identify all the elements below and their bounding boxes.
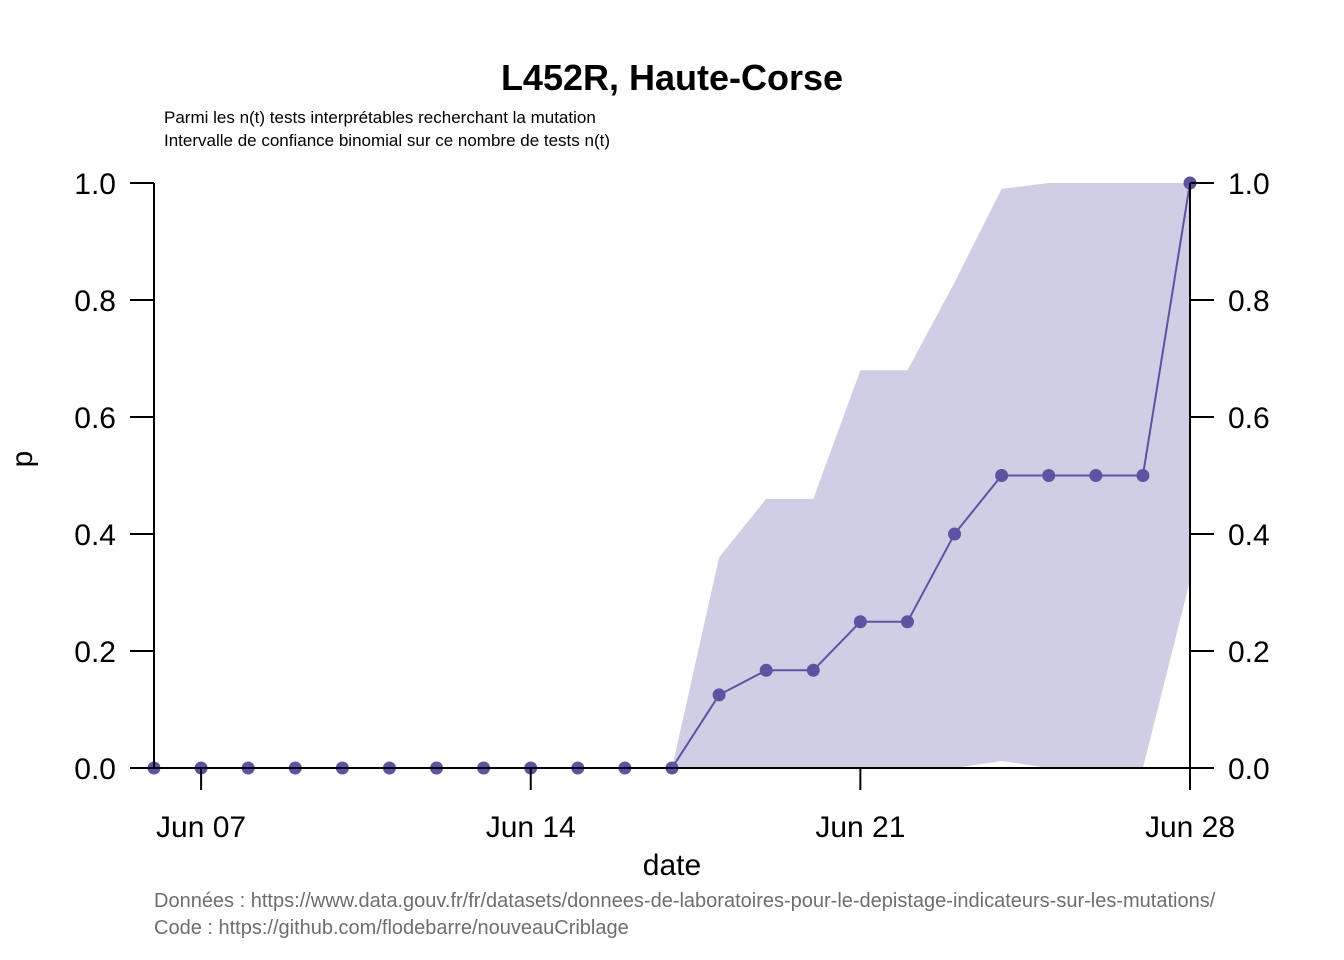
y-tick-right-label: 0.4 [1228, 519, 1270, 552]
chart-title: L452R, Haute-Corse [501, 57, 843, 98]
y-tick-left-label: 1.0 [74, 168, 116, 201]
y-tick-left-label: 0.8 [74, 285, 116, 318]
y-tick-right-label: 0.2 [1228, 636, 1270, 669]
data-point [712, 688, 726, 702]
x-axis-title: date [643, 849, 701, 882]
data-point [806, 663, 820, 677]
x-tick-label: Jun 07 [156, 811, 246, 844]
y-tick-right-label: 0.8 [1228, 285, 1270, 318]
y-tick-right-label: 0.6 [1228, 402, 1270, 435]
y-tick-right-label: 1.0 [1228, 168, 1270, 201]
x-tick-label: Jun 28 [1145, 811, 1235, 844]
data-point [1136, 469, 1150, 482]
confidence-band [154, 183, 1190, 768]
y-tick-left-label: 0.0 [74, 753, 116, 786]
y-tick-left-label: 0.2 [74, 636, 116, 669]
x-tick-label: Jun 14 [486, 811, 576, 844]
data-point [948, 527, 962, 541]
chart-subtitle-line-2: Intervalle de confiance binomial sur ce … [164, 131, 610, 150]
data-point [1042, 469, 1056, 482]
x-tick-label: Jun 21 [815, 811, 905, 844]
y-ticks: 0.0 0.0 0.2 0.2 0.4 0.4 0.6 0.6 0.8 0.8 1.0 1.0 [74, 168, 1269, 786]
y-tick-right-label: 0.0 [1228, 753, 1270, 786]
data-point [900, 615, 914, 629]
axes: 0.0 0.0 0.2 0.2 0.4 0.4 0.6 0.6 0.8 0.8 1.0 1.0 Jun… [74, 168, 1269, 844]
chart-subtitle-line-1: Parmi les n(t) tests interprétables rech… [164, 108, 596, 127]
y-tick-left-label: 0.6 [74, 402, 116, 435]
y-tick-left-label: 0.4 [74, 519, 116, 552]
plot-area [147, 176, 1197, 775]
caption-data-source: Données : https://www.data.gouv.fr/fr/da… [154, 890, 1216, 912]
data-point [853, 615, 867, 629]
data-point [995, 469, 1009, 482]
data-point [759, 663, 773, 677]
y-axis-title: p [6, 451, 39, 468]
data-point [1089, 469, 1103, 482]
x-ticks: Jun 07 Jun 14 Jun 21 Jun 28 [156, 768, 1235, 844]
caption-code-source: Code : https://github.com/flodebarre/nou… [154, 917, 629, 939]
